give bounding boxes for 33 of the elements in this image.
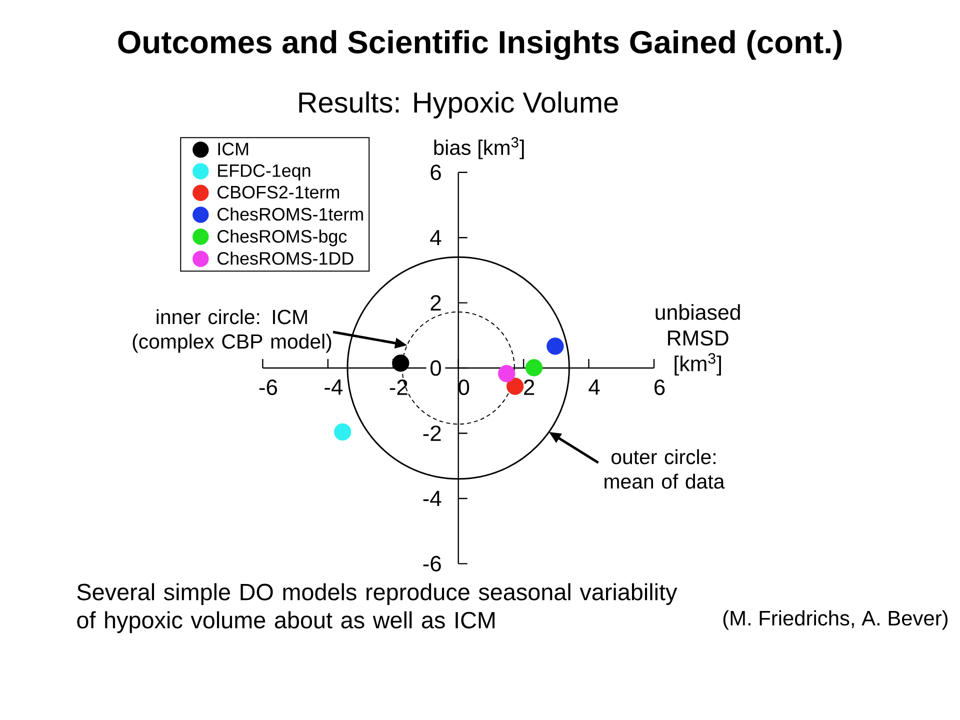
- point: [525, 359, 543, 376]
- y-tick-label: -4: [423, 490, 442, 506]
- x-tick-label: 2: [524, 380, 534, 395]
- legend-label: ChesROMS-1term: [218, 207, 363, 221]
- point: [334, 423, 352, 441]
- x-tick-label: -6: [259, 380, 277, 396]
- text: (M. Friedrichs, A. Bever): [723, 610, 948, 630]
- point: [546, 338, 564, 355]
- y-tick-label: 2: [430, 295, 441, 310]
- annotation: outer circle: mean of data: [604, 449, 725, 489]
- y-tick-label: 4: [430, 230, 442, 246]
- point: [506, 378, 524, 395]
- chart-subtitle: Results: Hypoxic Volume: [299, 92, 618, 118]
- legend-label: ICM: [218, 142, 248, 156]
- legend-label: ChesROMS-bgc: [218, 230, 347, 246]
- text: Several simple DO models reproduce seasonal variability of hypoxic volume about as well as ICM: [77, 583, 678, 634]
- y-tick-label: -6: [423, 556, 441, 572]
- chart-title: Outcomes and Scientific Insights Gained (cont.): [118, 30, 842, 60]
- point: [498, 364, 516, 382]
- y-tick-label: 6: [430, 164, 441, 180]
- point: [392, 354, 410, 372]
- annotation: inner circle: ICM (complex CBP model): [132, 309, 332, 353]
- y-tick-label: 0: [430, 360, 441, 376]
- legend-label: EFDC-1eqn: [218, 164, 310, 181]
- x-tick-label: 6: [654, 380, 665, 396]
- x-tick-label: 4: [588, 380, 600, 395]
- x-tick-label: -4: [324, 380, 343, 395]
- y-axis-title: bias [km$^{3}$]: [434, 137, 524, 160]
- y-tick-label: -2: [423, 426, 441, 441]
- legend-label: CBOFS2-1term: [218, 186, 340, 199]
- x-axis-title: unbiased RMSD [km$^{3}$]: [656, 304, 740, 376]
- legend-label: ChesROMS-1DD: [218, 252, 354, 265]
- x-tick-label: -2: [390, 380, 408, 395]
